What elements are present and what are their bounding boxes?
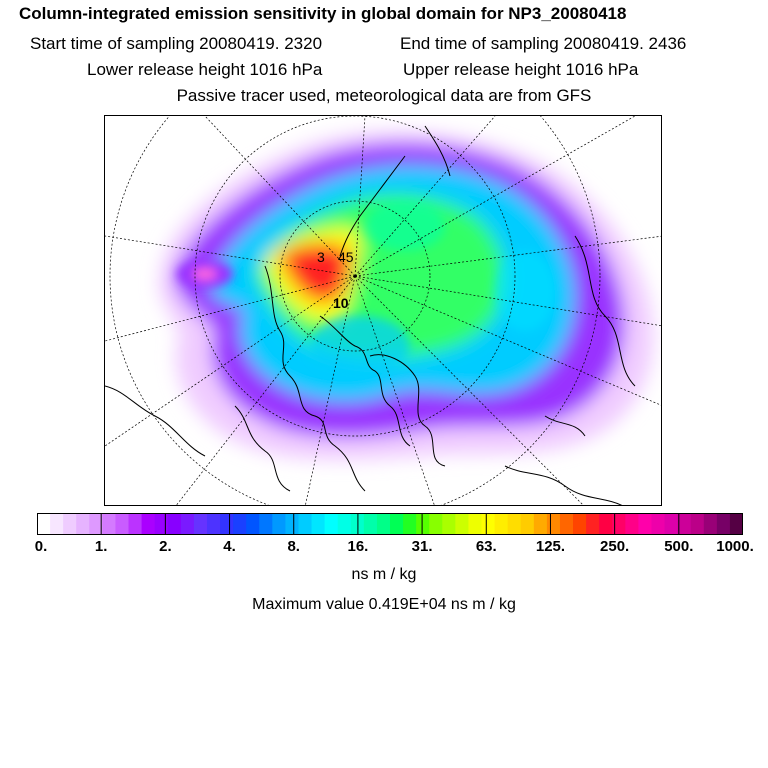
- colorbar-swatch: [220, 513, 234, 535]
- end-sampling-text: End time of sampling 20080419. 2436: [400, 34, 687, 53]
- colorbar-swatch: [481, 513, 496, 535]
- colorbar-swatch: [89, 513, 103, 535]
- colorbar-tick-label: 250.: [600, 538, 630, 555]
- colorbar-tick-label: 4.: [223, 538, 236, 555]
- colorbar-swatch: [716, 513, 731, 535]
- colorbar-swatch: [690, 513, 705, 535]
- colorbar-swatch: [259, 513, 273, 535]
- colorbar-swatch: [729, 513, 743, 535]
- hotspot-labels: 3 45 10: [317, 249, 354, 311]
- colorbar-tick-label: 125.: [535, 538, 566, 555]
- map-canvas: 3 45 10: [105, 116, 661, 505]
- colorbar-swatch: [586, 513, 600, 535]
- colorbar-swatch: [285, 513, 300, 535]
- colorbar-swatch: [573, 513, 587, 535]
- colorbar-tick-label: 1000.: [716, 538, 754, 555]
- chart-title: Column-integrated emission sensitivity i…: [19, 4, 627, 23]
- emission-plume: [159, 131, 654, 461]
- colorbar-swatch: [324, 513, 339, 535]
- maximum-value: Maximum value 0.419E+04 ns m / kg: [252, 596, 516, 613]
- colorbar-swatch: [246, 513, 260, 535]
- plume-detail: [177, 201, 555, 376]
- colorbar-swatch: [115, 513, 130, 535]
- colorbar-swatch: [363, 513, 378, 535]
- colorbar-swatch: [677, 513, 692, 535]
- colorbar-swatch: [651, 513, 666, 535]
- colorbar-swatch: [141, 513, 156, 535]
- colorbar-swatch: [311, 513, 326, 535]
- colorbar-tick-label: 63.: [475, 538, 497, 555]
- colorbar-swatch: [416, 513, 430, 535]
- colorbar-unit: ns m / kg: [351, 566, 417, 583]
- colorbar-swatch: [455, 513, 470, 535]
- colorbar-tick-label: 2.: [159, 538, 172, 555]
- coastlines: [105, 125, 636, 505]
- colorbar-tick-label: 8.: [287, 538, 300, 555]
- colorbar-swatch: [507, 513, 522, 535]
- tracer-note: Passive tracer used, meteorological data…: [176, 86, 592, 105]
- hotspot-label: 45: [338, 249, 354, 265]
- colorbar: [37, 513, 743, 535]
- colorbar-swatch: [63, 513, 77, 535]
- colorbar-border: [37, 513, 743, 535]
- colorbar-swatch: [664, 513, 679, 535]
- colorbar-swatch: [167, 513, 182, 535]
- colorbar-swatch: [442, 513, 456, 535]
- colorbar-swatch: [102, 513, 117, 535]
- colorbar-swatch: [193, 513, 208, 535]
- colorbar-swatch: [37, 513, 51, 535]
- colorbar-swatch: [559, 513, 574, 535]
- colorbar-swatch: [50, 513, 64, 535]
- colorbar-swatch: [390, 513, 404, 535]
- colorbar-swatch: [128, 513, 143, 535]
- colorbar-swatch: [206, 513, 221, 535]
- colorbar-swatch: [612, 513, 626, 535]
- colorbar-swatch: [638, 513, 653, 535]
- colorbar-swatch: [76, 513, 90, 535]
- colorbar-tick-label: 500.: [664, 538, 694, 555]
- map-graticule: [105, 116, 661, 505]
- colorbar-swatch: [272, 513, 286, 535]
- colorbar-swatch: [376, 513, 391, 535]
- colorbar-tick-label: 1.: [94, 538, 108, 555]
- hotspot-label: 3: [317, 249, 325, 265]
- hotspot-label: 10: [333, 295, 349, 311]
- colorbar-tick-label: 16.: [347, 538, 369, 555]
- colorbar-swatch: [154, 513, 169, 535]
- colorbar-swatch: [625, 513, 639, 535]
- colorbar-swatch: [403, 513, 417, 535]
- lower-release-text: Lower release height 1016 hPa: [87, 60, 323, 79]
- colorbar-swatch: [298, 513, 313, 535]
- colorbar-swatch: [429, 513, 443, 535]
- colorbar-swatch: [520, 513, 535, 535]
- colorbar-swatch: [703, 513, 718, 535]
- colorbar-swatch: [546, 513, 561, 535]
- colorbar-swatch: [599, 513, 613, 535]
- colorbar-tick-label: 0.: [34, 538, 48, 555]
- colorbar-swatch: [533, 513, 548, 535]
- colorbar-swatch: [233, 513, 247, 535]
- colorbar-tick-label: 31.: [411, 538, 433, 555]
- sensitivity-map: 3 45 10: [104, 115, 662, 506]
- plume-level-very-high: [280, 244, 350, 302]
- colorbar-swatch: [468, 513, 483, 535]
- start-sampling-text: Start time of sampling 20080419. 2320: [30, 34, 323, 53]
- colorbar-swatch: [180, 513, 195, 535]
- colorbar-swatch: [494, 513, 509, 535]
- upper-release-text: Upper release height 1016 hPa: [403, 60, 639, 79]
- colorbar-swatch: [337, 513, 352, 535]
